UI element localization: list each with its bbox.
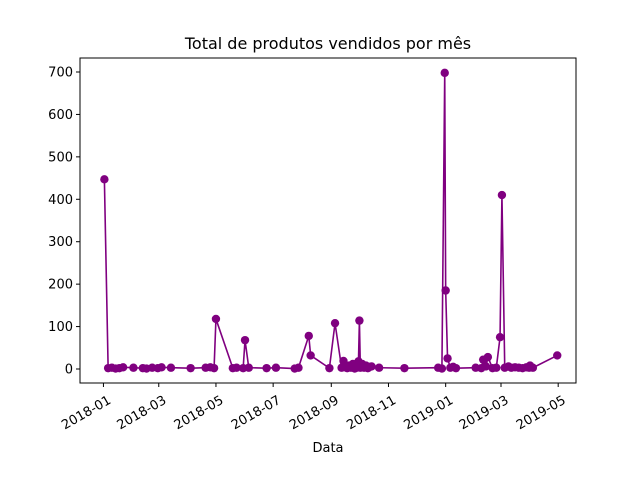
data-point (100, 175, 109, 184)
chart-title: Total de produtos vendidos por mês (184, 34, 471, 53)
data-point (271, 363, 281, 372)
y-tick-label: 700 (48, 66, 73, 81)
data-point (451, 363, 461, 373)
data-point (209, 363, 219, 373)
data-point (262, 363, 271, 373)
data-point (440, 68, 449, 78)
data-point (441, 286, 450, 295)
data-point (483, 352, 493, 362)
data-point (437, 364, 447, 373)
data-point (355, 316, 364, 325)
data-point (211, 314, 221, 324)
data-point (339, 356, 348, 366)
x-tick-label: 2019-01 (402, 393, 457, 433)
data-point (553, 351, 562, 360)
data-point (443, 354, 452, 363)
y-tick-label: 500 (48, 150, 73, 165)
data-point (129, 363, 138, 372)
x-tick-label: 2018-05 (172, 393, 227, 433)
series-line (103, 72, 558, 370)
x-tick-label: 2019-05 (514, 393, 569, 433)
data-point (157, 363, 166, 372)
data-point (497, 190, 507, 200)
x-axis: 2018-01 2018-03 2018-05 2018-07 2018-09 2018-… (59, 383, 569, 433)
data-point (232, 363, 241, 372)
x-tick-label: 2018-09 (287, 393, 342, 433)
data-point (118, 363, 128, 372)
x-axis-label: Data (312, 441, 343, 456)
y-tick-label: 100 (48, 320, 73, 335)
data-point (528, 363, 538, 372)
y-tick-label: 0 (65, 362, 73, 377)
data-point (240, 335, 250, 345)
data-point (374, 363, 384, 372)
data-point (330, 318, 340, 328)
data-point (492, 363, 501, 372)
y-tick-label: 600 (48, 108, 73, 123)
plot-frame (79, 57, 577, 384)
data-point (367, 362, 376, 371)
x-tick-label: 2018-01 (59, 393, 114, 433)
y-axis: 0 100 200 300 400 500 600 700 (48, 66, 80, 377)
data-point (304, 331, 313, 341)
data-point (294, 363, 303, 372)
data-point (495, 332, 505, 342)
plot-area (100, 68, 562, 373)
data-point (166, 363, 176, 372)
data-point (400, 363, 409, 373)
x-tick-label: 2018-07 (229, 393, 284, 433)
x-tick-label: 2018-03 (115, 393, 170, 433)
x-tick-label: 2018-11 (344, 393, 399, 433)
y-tick-label: 300 (48, 235, 73, 250)
x-tick-label: 2019-03 (457, 393, 512, 433)
data-point (306, 351, 315, 360)
data-point (244, 363, 253, 372)
y-tick-label: 400 (48, 193, 73, 208)
y-tick-label: 200 (48, 278, 73, 293)
data-point (325, 363, 334, 373)
data-point (481, 362, 491, 371)
data-point (186, 363, 195, 373)
